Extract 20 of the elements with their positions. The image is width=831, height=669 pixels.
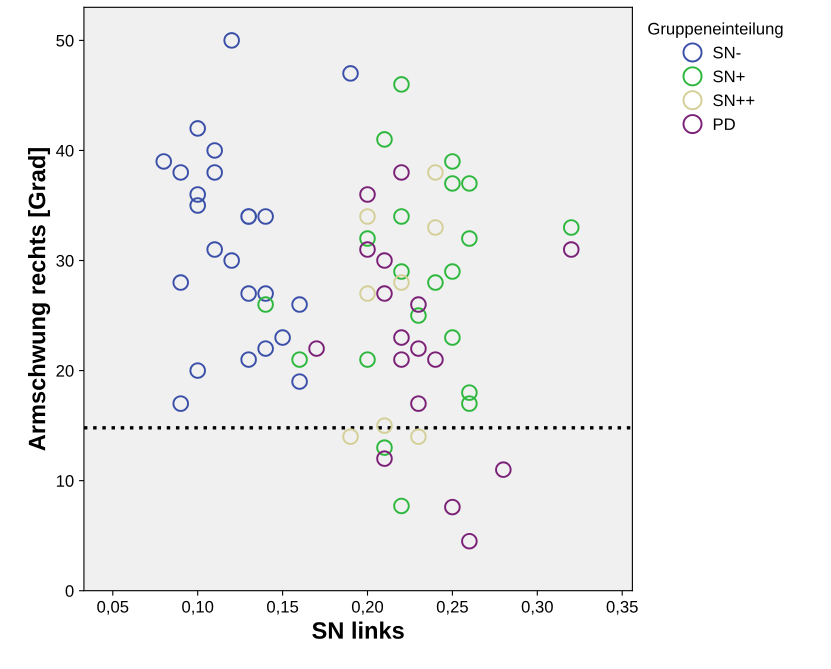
y-tick-label: 30 <box>56 254 74 267</box>
y-tick-label: 10 <box>56 475 74 487</box>
x-tick-label: 0,30 <box>522 600 553 615</box>
x-tick-label: 0,10 <box>182 600 214 615</box>
legend-title: Gruppeneinteilung <box>648 22 783 38</box>
x-tick-label: 0,05 <box>97 600 128 615</box>
legend-label: SN++ <box>713 94 754 106</box>
legend-label: SN+ <box>713 70 745 82</box>
x-tick-label: 0,25 <box>436 600 468 615</box>
legend-label: SN- <box>713 46 740 58</box>
legend-label: PD <box>714 118 735 130</box>
y-axis-title: Armschwung rechts [Grad] <box>28 148 50 451</box>
y-tick-label: 40 <box>56 144 74 157</box>
y-tick-label: 20 <box>56 364 74 377</box>
y-tick-label: 0 <box>66 585 74 597</box>
x-tick-label: 0,15 <box>267 600 298 615</box>
y-tick-label: 50 <box>56 34 74 47</box>
x-tick-label: 0,35 <box>606 600 638 615</box>
x-tick-label: 0,20 <box>352 600 384 615</box>
x-axis-title: SN links <box>312 622 404 639</box>
